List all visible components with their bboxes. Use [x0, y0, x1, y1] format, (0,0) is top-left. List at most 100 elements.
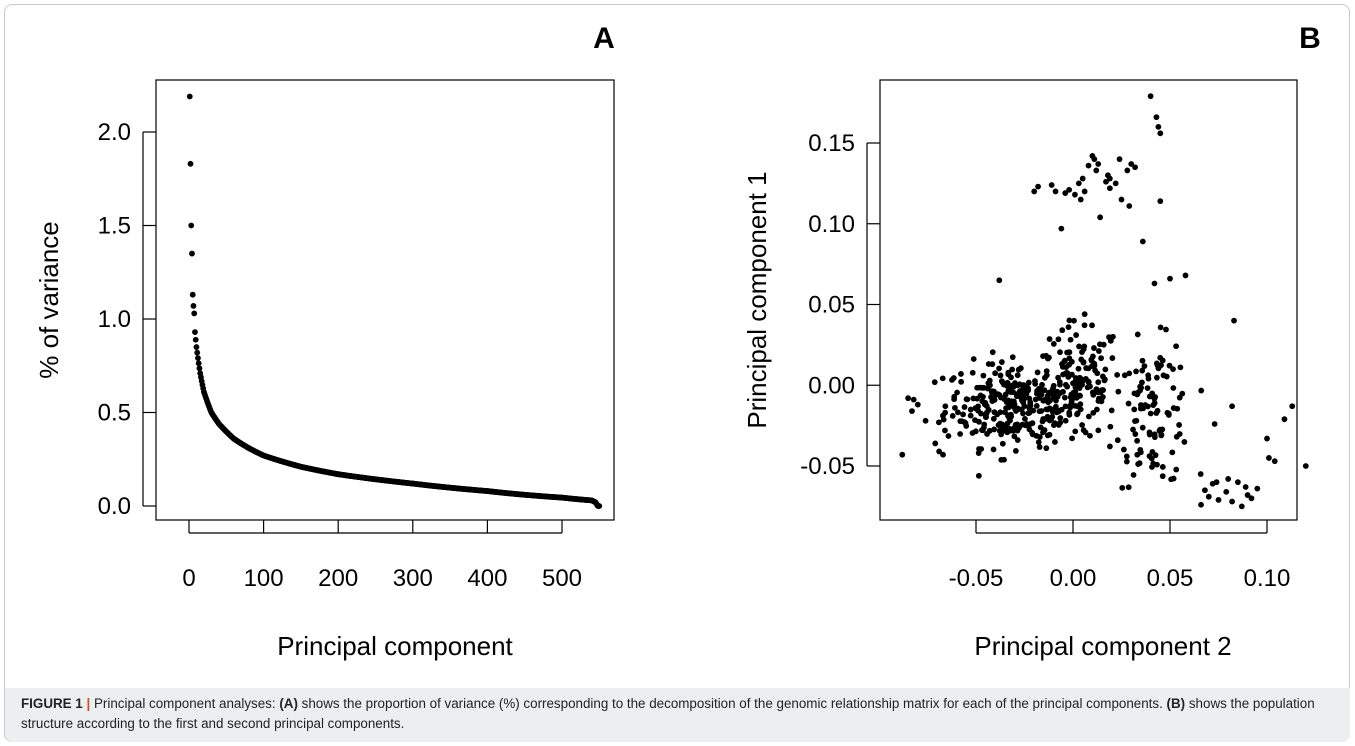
- panel-b-point: [1054, 388, 1061, 395]
- panel-b-point: [1067, 404, 1073, 411]
- panel-b-point: [1031, 188, 1038, 195]
- caption-ref-a: (A): [279, 696, 298, 711]
- panel-b-point: [1012, 447, 1019, 454]
- panel-b-point: [1067, 336, 1074, 343]
- panel-b-point: [1100, 341, 1107, 348]
- panel-b-point: [1004, 420, 1011, 427]
- panel-b-point: [1139, 238, 1146, 245]
- panel-b-point: [1020, 410, 1026, 417]
- panel-b-point: [1115, 388, 1122, 395]
- panel-b-point: [1033, 390, 1040, 397]
- panel-a-x-tick-label: 300: [393, 565, 433, 592]
- panel-b-point: [1056, 379, 1063, 385]
- panel-b-point: [1173, 433, 1180, 440]
- panel-b-x-axis-label: Principal component 2: [974, 631, 1231, 661]
- panel-b-point: [1134, 437, 1141, 444]
- panel-b-point: [1059, 327, 1066, 334]
- panel-a-point: [196, 365, 203, 372]
- panel-b-point: [1134, 331, 1141, 338]
- caption-separator: |: [86, 696, 91, 711]
- panel-b-point: [942, 403, 949, 410]
- panel-b-point: [985, 406, 992, 413]
- panel-b-point: [1044, 413, 1051, 420]
- panel-b-point: [969, 369, 976, 376]
- panel-b-point: [1046, 354, 1052, 361]
- panel-b-point: [1179, 390, 1186, 397]
- panel-b-point: [1133, 368, 1139, 375]
- panel-b-point: [1032, 380, 1039, 387]
- panel-b-point: [1014, 427, 1021, 434]
- panel-b-point: [1154, 461, 1160, 468]
- panel-b-point: [1149, 448, 1156, 455]
- panel-b-point: [1087, 383, 1093, 390]
- panel-b-point: [1073, 332, 1080, 338]
- panel-b-point: [1123, 458, 1130, 465]
- panel-b-point: [1036, 444, 1043, 450]
- panel-b-point: [1062, 190, 1069, 196]
- panel-b-point: [1062, 417, 1069, 424]
- panel-b-point: [1158, 362, 1164, 369]
- panel-b-point: [1165, 410, 1172, 417]
- panel-a-x-tick-label: 200: [318, 565, 358, 592]
- panel-b-point: [1166, 362, 1173, 369]
- panel-b-point: [1049, 387, 1056, 394]
- panel-b-point: [1095, 379, 1102, 386]
- panel-b-point: [1159, 357, 1166, 364]
- panel-b-point: [1147, 93, 1154, 100]
- panel-b-point: [975, 403, 981, 410]
- panel-b-point: [972, 417, 978, 424]
- panel-b-point: [1139, 424, 1146, 431]
- panel-b-point: [979, 427, 986, 434]
- panel-b-point: [1153, 374, 1160, 381]
- panel-b-point: [1137, 449, 1144, 456]
- panel-b-point: [977, 392, 984, 399]
- panel-b-x-tick-label: -0.05: [949, 565, 1004, 592]
- panel-b-point: [989, 361, 996, 368]
- panel-b-point: [1124, 167, 1131, 174]
- panel-b-point: [1046, 405, 1053, 412]
- panel-a-x-tick-label: 0: [182, 565, 195, 592]
- panel-b-point: [1036, 408, 1043, 415]
- panel-b-point: [1181, 439, 1188, 445]
- panel-b-point: [1142, 402, 1149, 408]
- panel-b-point: [972, 428, 979, 435]
- panel-b-y-axis-label: Principal component 1: [742, 171, 772, 428]
- caption-area: FIGURE 1 | Principal component analyses:…: [5, 688, 1350, 742]
- panel-b-point: [1021, 403, 1028, 409]
- panel-b-plot-box: [879, 79, 1298, 521]
- panel-b-point: [1229, 498, 1235, 505]
- panel-b-point: [981, 421, 988, 428]
- panel-b-point: [1244, 492, 1251, 498]
- panel-b-point: [991, 388, 997, 395]
- panel-b-point: [949, 413, 956, 419]
- panel-b-point: [1076, 343, 1082, 350]
- panel-b-point: [1012, 422, 1019, 428]
- panel-b-point: [1041, 387, 1048, 394]
- panel-b-point: [998, 431, 1004, 438]
- panel-b-point: [1065, 373, 1072, 380]
- panel-b-point: [1033, 402, 1040, 409]
- panel-b-point: [1029, 420, 1036, 427]
- panel-b-point: [983, 411, 990, 417]
- panel-b-point: [939, 375, 946, 382]
- panel-b-point: [942, 427, 948, 434]
- panel-b-point: [991, 426, 997, 433]
- panel-b-point: [1176, 422, 1183, 428]
- panel-b-point: [910, 396, 917, 403]
- panel-b-point: [1121, 372, 1128, 379]
- panel-b-point: [1144, 385, 1151, 392]
- panel-b-point: [1145, 375, 1152, 382]
- panel-b-point: [1139, 367, 1146, 374]
- panel-b-point: [1081, 322, 1088, 329]
- panel-b-letter: B: [1299, 22, 1321, 55]
- panel-a-point: [195, 360, 202, 367]
- panel-b-point: [989, 398, 996, 404]
- panel-b-point: [1198, 501, 1204, 508]
- panel-b-point: [1046, 431, 1053, 438]
- panel-b-point: [1091, 345, 1097, 351]
- panel-b-point: [1042, 396, 1048, 403]
- panel-b-y-tick-label: 0.10: [808, 211, 855, 238]
- panel-b-point: [999, 440, 1006, 447]
- panel-a-letter: A: [593, 22, 615, 55]
- panel-b-point: [978, 410, 984, 417]
